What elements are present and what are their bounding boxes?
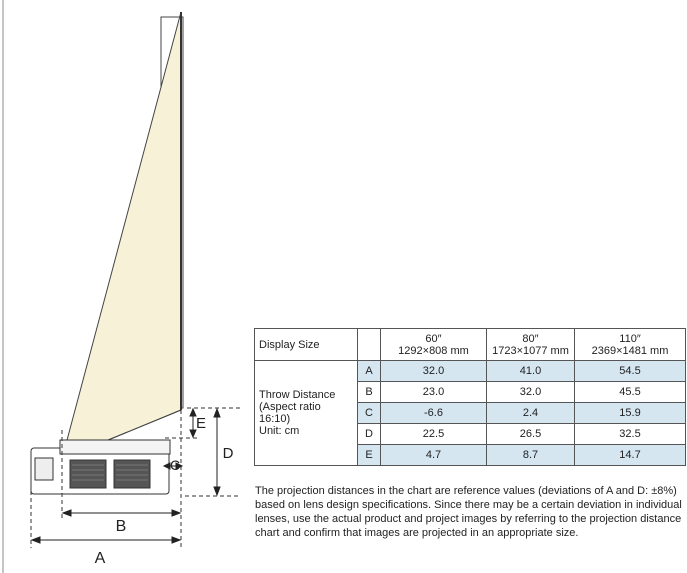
table-cell: 14.7 xyxy=(574,444,686,466)
header-size-60: 60″ 1292×808 mm xyxy=(380,328,487,361)
header-size-110: 110″ 2369×1481 mm xyxy=(574,328,686,361)
label-d: D xyxy=(223,445,234,462)
size-res: 1723×1077 mm xyxy=(492,344,569,357)
reference-note: The projection distances in the chart ar… xyxy=(255,485,682,539)
table-row: Throw Distance (Aspect ratio 16:10) Unit… xyxy=(254,360,686,466)
size-res: 1292×808 mm xyxy=(398,344,469,357)
table-cell: 4.7 xyxy=(380,444,487,466)
row-label-line: Unit: cm xyxy=(259,425,300,437)
size-res: 2369×1481 mm xyxy=(591,344,669,357)
dimension-arrows xyxy=(30,407,221,544)
table-cell: 2.4 xyxy=(486,402,575,424)
projector-vents xyxy=(72,464,148,481)
projector xyxy=(30,439,171,495)
label-c: C xyxy=(170,457,180,473)
table-cell: 32.0 xyxy=(380,360,487,382)
row-label-line: Throw Distance xyxy=(259,389,336,401)
row-letter: A xyxy=(357,360,381,382)
size-diag: 110″ xyxy=(619,332,641,345)
row-letter: D xyxy=(357,423,381,445)
table-cell: 32.0 xyxy=(486,381,575,403)
table-cell: -6.6 xyxy=(380,402,487,424)
row-label-line: (Aspect ratio xyxy=(259,401,321,413)
table-cell: 26.5 xyxy=(486,423,575,445)
table-row: C -6.6 2.4 15.9 xyxy=(255,402,686,424)
label-a: A xyxy=(95,550,106,567)
table-cell: 22.5 xyxy=(380,423,487,445)
row-letter: E xyxy=(357,444,381,466)
projected-image xyxy=(61,11,182,460)
label-b: B xyxy=(116,518,127,535)
table-cell: 15.9 xyxy=(574,402,686,424)
row-label: Throw Distance (Aspect ratio 16:10) Unit… xyxy=(254,360,358,466)
throw-distance-table: Display Size 60″ 1292×808 mm 80″ 1723×10… xyxy=(254,328,686,466)
header-blank xyxy=(357,328,381,361)
row-letter: B xyxy=(357,381,381,403)
table-cell: 41.0 xyxy=(486,360,575,382)
table-cell: 23.0 xyxy=(380,381,487,403)
row-label-line: 16:10) xyxy=(259,413,291,425)
size-diag: 80″ xyxy=(522,332,539,345)
table-row: E 4.7 8.7 14.7 xyxy=(255,444,686,466)
table-cell: 45.5 xyxy=(574,381,686,403)
table-cell: 8.7 xyxy=(486,444,575,466)
header-display-size: Display Size xyxy=(254,328,358,361)
table-cell: 32.5 xyxy=(574,423,686,445)
table-header-row: Display Size 60″ 1292×808 mm 80″ 1723×10… xyxy=(254,328,686,361)
size-diag: 60″ xyxy=(425,332,442,345)
table-row: B 23.0 32.0 45.5 xyxy=(255,381,686,403)
table-cell: 54.5 xyxy=(574,360,686,382)
guide-lines xyxy=(30,407,240,548)
row-letter: C xyxy=(357,402,381,424)
label-e: E xyxy=(196,415,206,432)
header-size-80: 80″ 1723×1077 mm xyxy=(486,328,575,361)
